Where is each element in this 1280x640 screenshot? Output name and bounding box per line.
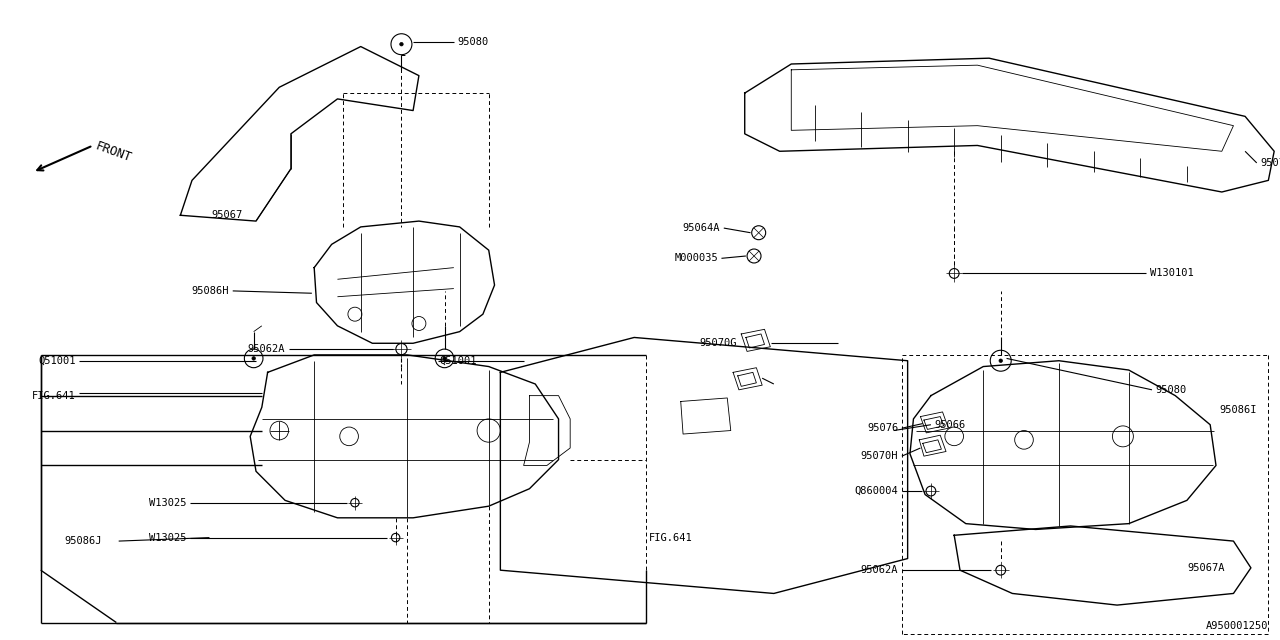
Text: 95086J: 95086J (64, 536, 101, 546)
Text: Q51001: Q51001 (440, 356, 477, 365)
Text: W13025: W13025 (148, 498, 186, 508)
Circle shape (998, 359, 1002, 362)
Text: 95064A: 95064A (682, 223, 721, 233)
Text: 95066: 95066 (934, 420, 965, 429)
Text: Q51001: Q51001 (38, 356, 76, 365)
Text: 95067: 95067 (211, 211, 242, 220)
Circle shape (443, 356, 447, 360)
Text: 95076: 95076 (867, 423, 899, 433)
Text: A950001250: A950001250 (1206, 621, 1268, 631)
Text: 95062A: 95062A (247, 344, 285, 354)
Text: FIG.641: FIG.641 (32, 390, 76, 401)
Text: 95073C: 95073C (1261, 158, 1280, 168)
Text: 95070G: 95070G (699, 339, 736, 348)
Text: FIG.641: FIG.641 (649, 532, 692, 543)
Text: W130101: W130101 (1149, 268, 1193, 278)
Text: 95067A: 95067A (1187, 563, 1225, 573)
Text: FRONT: FRONT (93, 140, 133, 164)
Circle shape (252, 356, 256, 360)
Text: 95062A: 95062A (861, 565, 899, 575)
Text: 95086I: 95086I (1220, 404, 1257, 415)
Text: 95080: 95080 (1156, 385, 1187, 395)
Text: Q860004: Q860004 (855, 486, 899, 496)
Text: W13025: W13025 (148, 532, 186, 543)
Text: M000035: M000035 (675, 253, 718, 263)
Text: 95070H: 95070H (861, 451, 899, 461)
Circle shape (399, 42, 403, 46)
Text: 95086H: 95086H (192, 286, 229, 296)
Text: 95080: 95080 (457, 37, 489, 47)
